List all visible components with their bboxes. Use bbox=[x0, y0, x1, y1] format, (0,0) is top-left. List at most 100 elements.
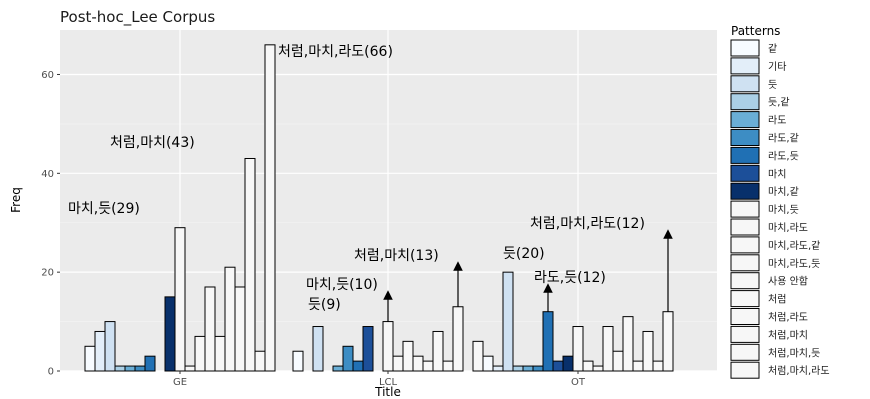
annotation-label: 처럼,마치,라도(12) bbox=[530, 216, 645, 232]
y-tick-label: 0 bbox=[48, 367, 54, 378]
legend-label: 마치,라도 bbox=[768, 222, 808, 234]
x-tick-label: LCL bbox=[379, 377, 398, 388]
bar bbox=[254, 350, 266, 372]
legend-label: 처럼,마치,듯 bbox=[768, 346, 820, 359]
bar bbox=[622, 316, 634, 372]
bar bbox=[214, 335, 226, 372]
bar bbox=[264, 44, 276, 372]
bar bbox=[382, 321, 394, 372]
bar bbox=[422, 360, 434, 372]
bar bbox=[612, 350, 624, 372]
bar bbox=[452, 306, 464, 372]
bar bbox=[124, 365, 136, 372]
legend-label: 마치 bbox=[768, 168, 786, 180]
x-tick-label: OT bbox=[571, 377, 586, 388]
legend-label: 처럼,마치,라도 bbox=[768, 364, 830, 377]
bar bbox=[572, 326, 584, 372]
legend-key bbox=[730, 290, 760, 308]
bar bbox=[592, 365, 604, 372]
bar bbox=[134, 365, 146, 372]
legend-label: 사용 안함 bbox=[768, 276, 808, 288]
bar bbox=[164, 296, 176, 372]
annotation-label: 라도,듯(12) bbox=[534, 270, 606, 286]
bar bbox=[662, 311, 674, 372]
legend-label: 같 bbox=[768, 43, 777, 55]
legend-key bbox=[730, 39, 760, 57]
annotations-group: 마치,듯(29) 처럼,마치(43) 처럼,마치,라도(66) 듯(9) 마치,듯(10… bbox=[68, 44, 673, 322]
legend-label: 처럼,마치 bbox=[768, 328, 808, 341]
y-axis: 0 20 40 60 bbox=[41, 70, 60, 378]
legend-label: 라도 bbox=[768, 115, 786, 127]
bar bbox=[184, 365, 196, 372]
bar bbox=[292, 350, 304, 372]
x-tick-label: GE bbox=[173, 377, 187, 388]
legend-key bbox=[730, 57, 760, 75]
bar bbox=[582, 360, 594, 372]
legend-label: 라도,듯 bbox=[768, 150, 799, 162]
bar bbox=[362, 326, 374, 372]
y-tick-label: 60 bbox=[41, 70, 54, 81]
x-axis-title: Title bbox=[374, 385, 401, 399]
bar bbox=[442, 360, 454, 372]
legend-key bbox=[730, 343, 760, 361]
legend-label: 기타 bbox=[768, 61, 786, 73]
legend-key bbox=[730, 146, 760, 164]
bar bbox=[492, 365, 504, 372]
bar bbox=[632, 360, 644, 372]
legend-key bbox=[730, 129, 760, 146]
y-axis-title: Freq bbox=[9, 187, 23, 213]
legend: Patterns 같기타듯듯,같라도라도,같라도,듯마치마치,같마치,듯마치,라… bbox=[730, 24, 830, 379]
legend-key bbox=[730, 75, 760, 93]
bar bbox=[552, 360, 564, 372]
chart-title: Post-hoc_Lee Corpus bbox=[60, 8, 215, 27]
annotation-label: 처럼,마치(43) bbox=[110, 135, 195, 151]
legend-label: 처럼,라도 bbox=[768, 311, 808, 324]
legend-key bbox=[730, 164, 760, 182]
bar bbox=[174, 227, 186, 372]
bar bbox=[402, 340, 414, 372]
bar bbox=[342, 345, 354, 372]
bar bbox=[94, 330, 106, 372]
annotation-label: 처럼,마치(13) bbox=[354, 248, 439, 264]
bar bbox=[532, 365, 544, 372]
legend-label: 듯 bbox=[768, 79, 777, 91]
bar bbox=[512, 365, 524, 372]
legend-label: 처럼 bbox=[768, 293, 786, 306]
grid-lines bbox=[60, 30, 717, 372]
legend-key bbox=[730, 254, 760, 272]
annotation-label: 듯(9) bbox=[308, 297, 341, 313]
bar bbox=[522, 365, 534, 372]
x-axis: GE LCL OT bbox=[173, 371, 586, 388]
legend-key bbox=[730, 236, 760, 254]
legend-title: Patterns bbox=[731, 24, 780, 38]
legend-key bbox=[730, 218, 760, 236]
bar bbox=[224, 266, 236, 372]
bar bbox=[562, 355, 574, 372]
bar bbox=[204, 286, 216, 372]
bar bbox=[84, 345, 96, 372]
bar bbox=[312, 326, 324, 372]
bar bbox=[194, 335, 206, 372]
bar bbox=[104, 321, 116, 372]
bar bbox=[642, 330, 654, 372]
annotation-label: 처럼,마치,라도(66) bbox=[278, 44, 393, 60]
bar bbox=[432, 330, 444, 372]
annotation-label: 마치,듯(29) bbox=[68, 201, 140, 217]
legend-label: 라도,같 bbox=[768, 133, 799, 145]
bar bbox=[114, 365, 126, 372]
bar bbox=[602, 326, 614, 372]
bar bbox=[352, 360, 364, 372]
legend-label: 마치,같 bbox=[768, 186, 799, 198]
bar bbox=[542, 311, 554, 372]
bar bbox=[412, 355, 424, 372]
legend-label: 마치,라도,듯 bbox=[768, 258, 820, 270]
legend-key bbox=[730, 361, 760, 379]
legend-label: 마치,라도,같 bbox=[768, 240, 820, 252]
bar bbox=[472, 340, 484, 372]
legend-key bbox=[730, 272, 760, 290]
bar bbox=[392, 355, 404, 372]
legend-label: 마치,듯 bbox=[768, 204, 799, 216]
annotation-label: 마치,듯(10) bbox=[306, 277, 378, 293]
legend-key bbox=[730, 182, 760, 200]
